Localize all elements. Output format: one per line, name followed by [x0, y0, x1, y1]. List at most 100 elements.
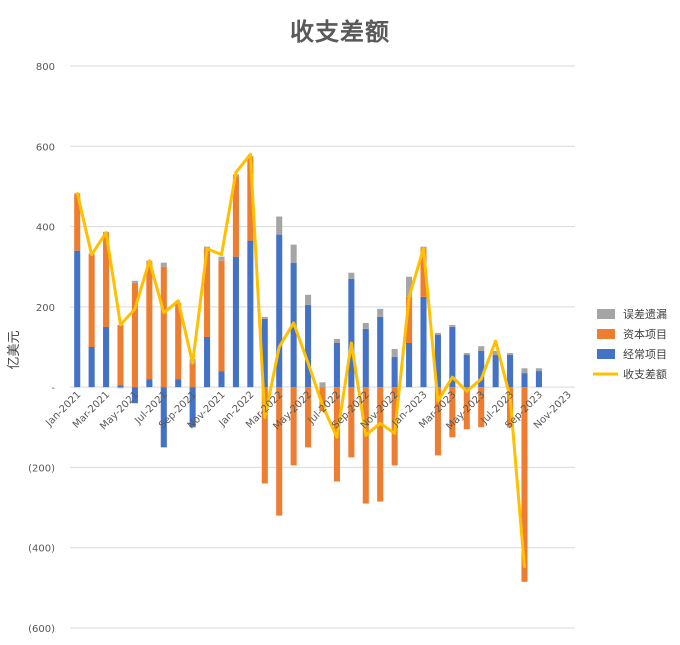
bar-segment	[175, 379, 182, 388]
bar-segment	[478, 387, 485, 428]
legend-label: 误差遗漏	[623, 307, 667, 321]
bar-segment	[492, 351, 499, 356]
bar-segment	[189, 363, 196, 388]
bar-segment	[319, 387, 326, 412]
bar-segment	[507, 353, 514, 356]
bar-segment	[434, 387, 441, 456]
legend-label: 资本项目	[623, 327, 667, 341]
bar-segment	[160, 266, 167, 388]
bar-segment	[117, 324, 124, 386]
bar-segment	[521, 373, 528, 388]
y-axis-ticks: 800 600 400 200 - (200) (400) (600)	[28, 62, 55, 635]
bar-segment	[348, 387, 355, 458]
bar-segment	[507, 355, 514, 388]
bar-segment	[290, 387, 297, 466]
bar-segment	[377, 316, 384, 388]
line-layer	[75, 152, 526, 568]
bar-segment	[204, 336, 211, 388]
bar-segment	[449, 387, 456, 438]
bar-segment	[146, 379, 153, 388]
bar-segment	[362, 387, 369, 504]
bar-segment	[333, 338, 340, 343]
legend-swatch	[597, 349, 615, 359]
bar-segment	[305, 304, 312, 388]
legend-swatch	[597, 309, 615, 319]
bar-segment	[261, 316, 268, 319]
y-tick-label: (600)	[28, 624, 55, 635]
y-tick-label: 600	[36, 142, 55, 153]
y-tick-label: 200	[36, 303, 55, 314]
grid-layer	[70, 65, 575, 629]
bar-segment	[290, 244, 297, 263]
bar-segment	[420, 248, 427, 297]
series-line	[75, 152, 526, 568]
y-tick-label: (200)	[28, 463, 55, 474]
bar-segment	[74, 194, 81, 251]
y-tick-label: 400	[36, 223, 55, 234]
bar-segment	[492, 355, 499, 388]
bar-segment	[348, 278, 355, 388]
bar-segment	[305, 387, 312, 448]
legend-swatch	[597, 329, 615, 339]
y-tick-label: -	[51, 383, 55, 394]
bar-segment	[131, 387, 138, 404]
y-tick-label: (400)	[28, 544, 55, 555]
bar-segment	[218, 256, 225, 261]
bar-segment	[232, 256, 239, 388]
bar-segment	[117, 385, 124, 388]
bar-segment	[333, 342, 340, 388]
bar-segment	[232, 176, 239, 257]
bar-segment	[434, 334, 441, 388]
bar-segment	[377, 387, 384, 502]
bar-segment	[463, 353, 470, 356]
bar-segment	[218, 260, 225, 372]
bar-segment	[478, 346, 485, 352]
bar-segment	[391, 357, 398, 388]
y-tick-label: 800	[36, 62, 55, 73]
bar-segment	[189, 387, 196, 428]
bar-segment	[160, 262, 167, 267]
bar-segment	[276, 234, 283, 388]
bar-segment	[406, 296, 413, 343]
bar-segment	[449, 326, 456, 388]
bar-segment	[434, 332, 441, 335]
bar-segment	[391, 349, 398, 358]
bar-segment	[463, 387, 470, 430]
bar-segment	[247, 156, 254, 241]
bar-segment	[406, 342, 413, 388]
bar-segment	[247, 240, 254, 388]
bar-segment	[478, 351, 485, 388]
bar-segment	[276, 216, 283, 235]
bar-segment	[146, 262, 153, 380]
bar-segment	[204, 248, 211, 337]
bar-segment	[160, 387, 167, 448]
bar-segment	[319, 382, 326, 388]
bar-segment	[406, 276, 413, 297]
bar-segment	[88, 347, 95, 388]
bar-segment	[131, 282, 138, 388]
bar-segment	[449, 324, 456, 327]
bar-segment	[521, 387, 528, 582]
bar-segment	[535, 371, 542, 388]
bar-segment	[276, 387, 283, 516]
bar-segment	[377, 308, 384, 317]
bar-segment	[88, 254, 95, 347]
bar-segment	[103, 232, 110, 327]
y-axis-label: 亿美元	[7, 330, 22, 369]
bar-segment	[218, 371, 225, 388]
bar-segment	[362, 322, 369, 329]
bar-segment	[463, 355, 470, 388]
bar-segment	[175, 302, 182, 380]
bar-segment	[305, 294, 312, 305]
chart-title: 收支差额	[290, 18, 390, 46]
bar-segment	[261, 387, 268, 484]
bar-segment	[420, 296, 427, 388]
bar-segment	[117, 387, 124, 389]
bar-segment	[261, 318, 268, 388]
bar-segment	[521, 368, 528, 374]
legend-label: 经常项目	[623, 348, 667, 361]
bar-segment	[348, 272, 355, 279]
